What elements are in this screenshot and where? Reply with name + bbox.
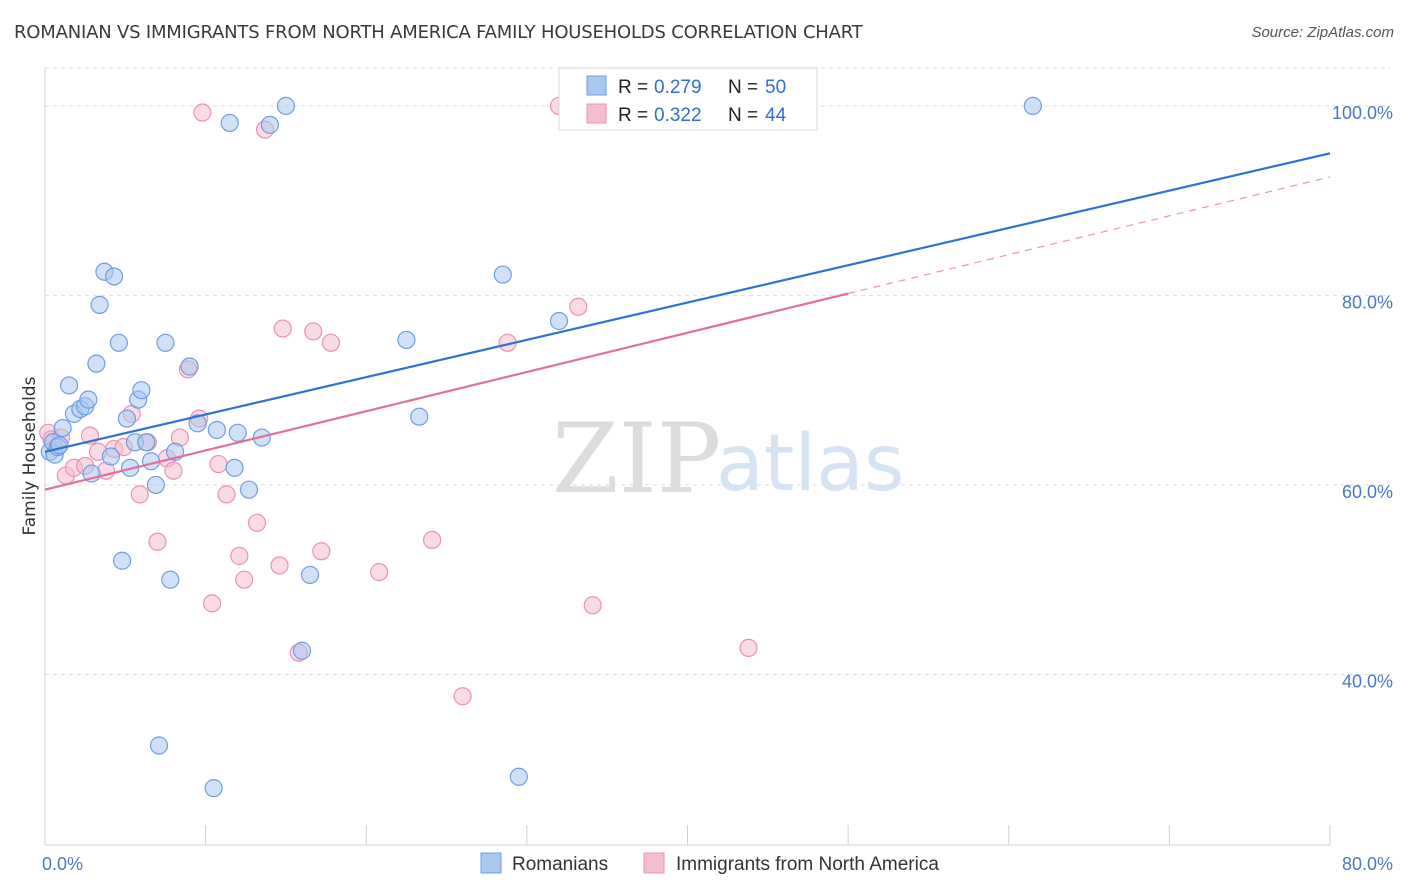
romanians-point-4: [50, 436, 69, 455]
romanians-point-37: [228, 423, 247, 442]
y-tick-label-40: 40.0%: [1342, 671, 1393, 691]
immigrants-point-29: [273, 319, 292, 338]
immigrants-trend-line: [44, 292, 849, 491]
legend-r-label-blue: R =: [618, 77, 648, 98]
romanians-point-15: [101, 447, 120, 466]
immigrants-point-33: [321, 333, 341, 352]
romanians-point-6: [59, 376, 79, 395]
y-tick-label-60: 60.0%: [1342, 482, 1393, 502]
legend-swatch-pink: [586, 103, 607, 124]
romanians-point-44: [397, 330, 416, 350]
series-legend-immigrants: Immigrants from North America: [676, 854, 939, 875]
immigrants-point-31: [304, 322, 323, 341]
y-tick-label-100: 100.0%: [1332, 103, 1393, 123]
immigrants-trend-extension: [847, 176, 1331, 295]
romanians-point-36: [225, 458, 244, 477]
immigrants-point-12: [130, 485, 149, 504]
y-tick-labels: 40.0% 60.0% 80.0% 100.0%: [1332, 103, 1393, 692]
romanians-point-33: [204, 779, 223, 798]
romanians-point-17: [109, 333, 128, 352]
romanians-point-48: [549, 311, 569, 331]
watermark-zip: ZIP: [552, 403, 721, 515]
immigrants-point-35: [423, 530, 442, 549]
immigrants-point-32: [312, 542, 331, 561]
immigrants-point-24: [230, 546, 249, 566]
chart-title: ROMANIAN VS IMMIGRANTS FROM NORTH AMERIC…: [14, 22, 863, 43]
y-axis-label: Family Households: [20, 376, 40, 535]
immigrants-point-20: [193, 103, 212, 122]
immigrants-point-42: [739, 638, 758, 658]
romanians-point-40: [260, 115, 279, 134]
y-tick-label-80: 80.0%: [1342, 292, 1393, 312]
romanians-point-24: [137, 433, 156, 452]
romanians-trend-line: [44, 152, 1331, 453]
romanians-point-41: [276, 96, 296, 116]
romanians-point-45: [410, 407, 429, 426]
romanians-point-49: [1023, 96, 1042, 116]
romanians-point-23: [132, 381, 151, 400]
legend-n-value-pink: 44: [765, 105, 787, 126]
legend-r-value-pink: 0.322: [654, 105, 702, 126]
romanians-point-13: [90, 295, 109, 314]
legend-swatch-blue: [586, 75, 607, 96]
immigrants-point-36: [453, 687, 472, 706]
romanians-point-34: [207, 420, 226, 440]
immigrants-point-28: [270, 556, 289, 575]
romanians-point-28: [156, 333, 175, 352]
romanians-point-35: [220, 113, 239, 133]
romanians-point-47: [509, 767, 528, 786]
romanians-point-16: [104, 267, 124, 286]
immigrants-point-34: [370, 563, 389, 582]
immigrants-point-14: [148, 532, 167, 551]
legend-r-label-pink: R =: [618, 105, 648, 126]
romanians-point-5: [53, 418, 72, 438]
romanians-point-12: [87, 354, 106, 373]
romanians-point-19: [117, 409, 137, 428]
x-tick-label-0: 0.0%: [42, 854, 83, 874]
romanians-point-10: [79, 390, 98, 409]
legend-n-label-blue: N =: [728, 77, 758, 98]
x-tick-label-80: 80.0%: [1342, 854, 1393, 874]
immigrants-point-16: [164, 461, 183, 480]
immigrants-point-40: [583, 596, 602, 615]
romanians-point-38: [239, 480, 259, 499]
romanians-point-26: [146, 475, 165, 495]
immigrants-point-23: [217, 485, 236, 504]
romanians-point-27: [149, 736, 169, 755]
series-legend-swatch-immigrants: [643, 852, 665, 874]
romanians-point-31: [180, 357, 199, 376]
romanians-point-42: [292, 641, 312, 660]
series-legend: Romanians Immigrants from North America: [480, 852, 939, 875]
legend-n-label-pink: N =: [728, 105, 758, 126]
immigrants-point-26: [247, 513, 267, 532]
immigrants-point-39: [569, 297, 588, 316]
legend-r-value-blue: 0.279: [654, 77, 702, 98]
source-label: Source: ZipAtlas.com: [1251, 24, 1394, 41]
series-legend-swatch-romanians: [480, 852, 502, 874]
series-legend-romanians: Romanians: [512, 854, 608, 875]
immigrants-point-22: [209, 454, 228, 474]
immigrants-points: [39, 96, 802, 706]
romanians-point-29: [161, 570, 180, 589]
romanians-point-18: [112, 551, 132, 570]
x-tick-marks: [44, 825, 1331, 845]
romanians-point-46: [493, 265, 512, 284]
romanians-point-43: [300, 565, 320, 585]
romanians-point-32: [188, 414, 207, 433]
legend-n-value-blue: 50: [765, 77, 786, 98]
immigrants-point-21: [202, 594, 222, 613]
watermark: ZIP atlas: [552, 403, 905, 515]
watermark-atlas: atlas: [716, 419, 905, 509]
stats-legend: R = 0.279 N = 50 R = 0.322 N = 44: [558, 67, 818, 131]
immigrants-point-25: [235, 570, 254, 589]
